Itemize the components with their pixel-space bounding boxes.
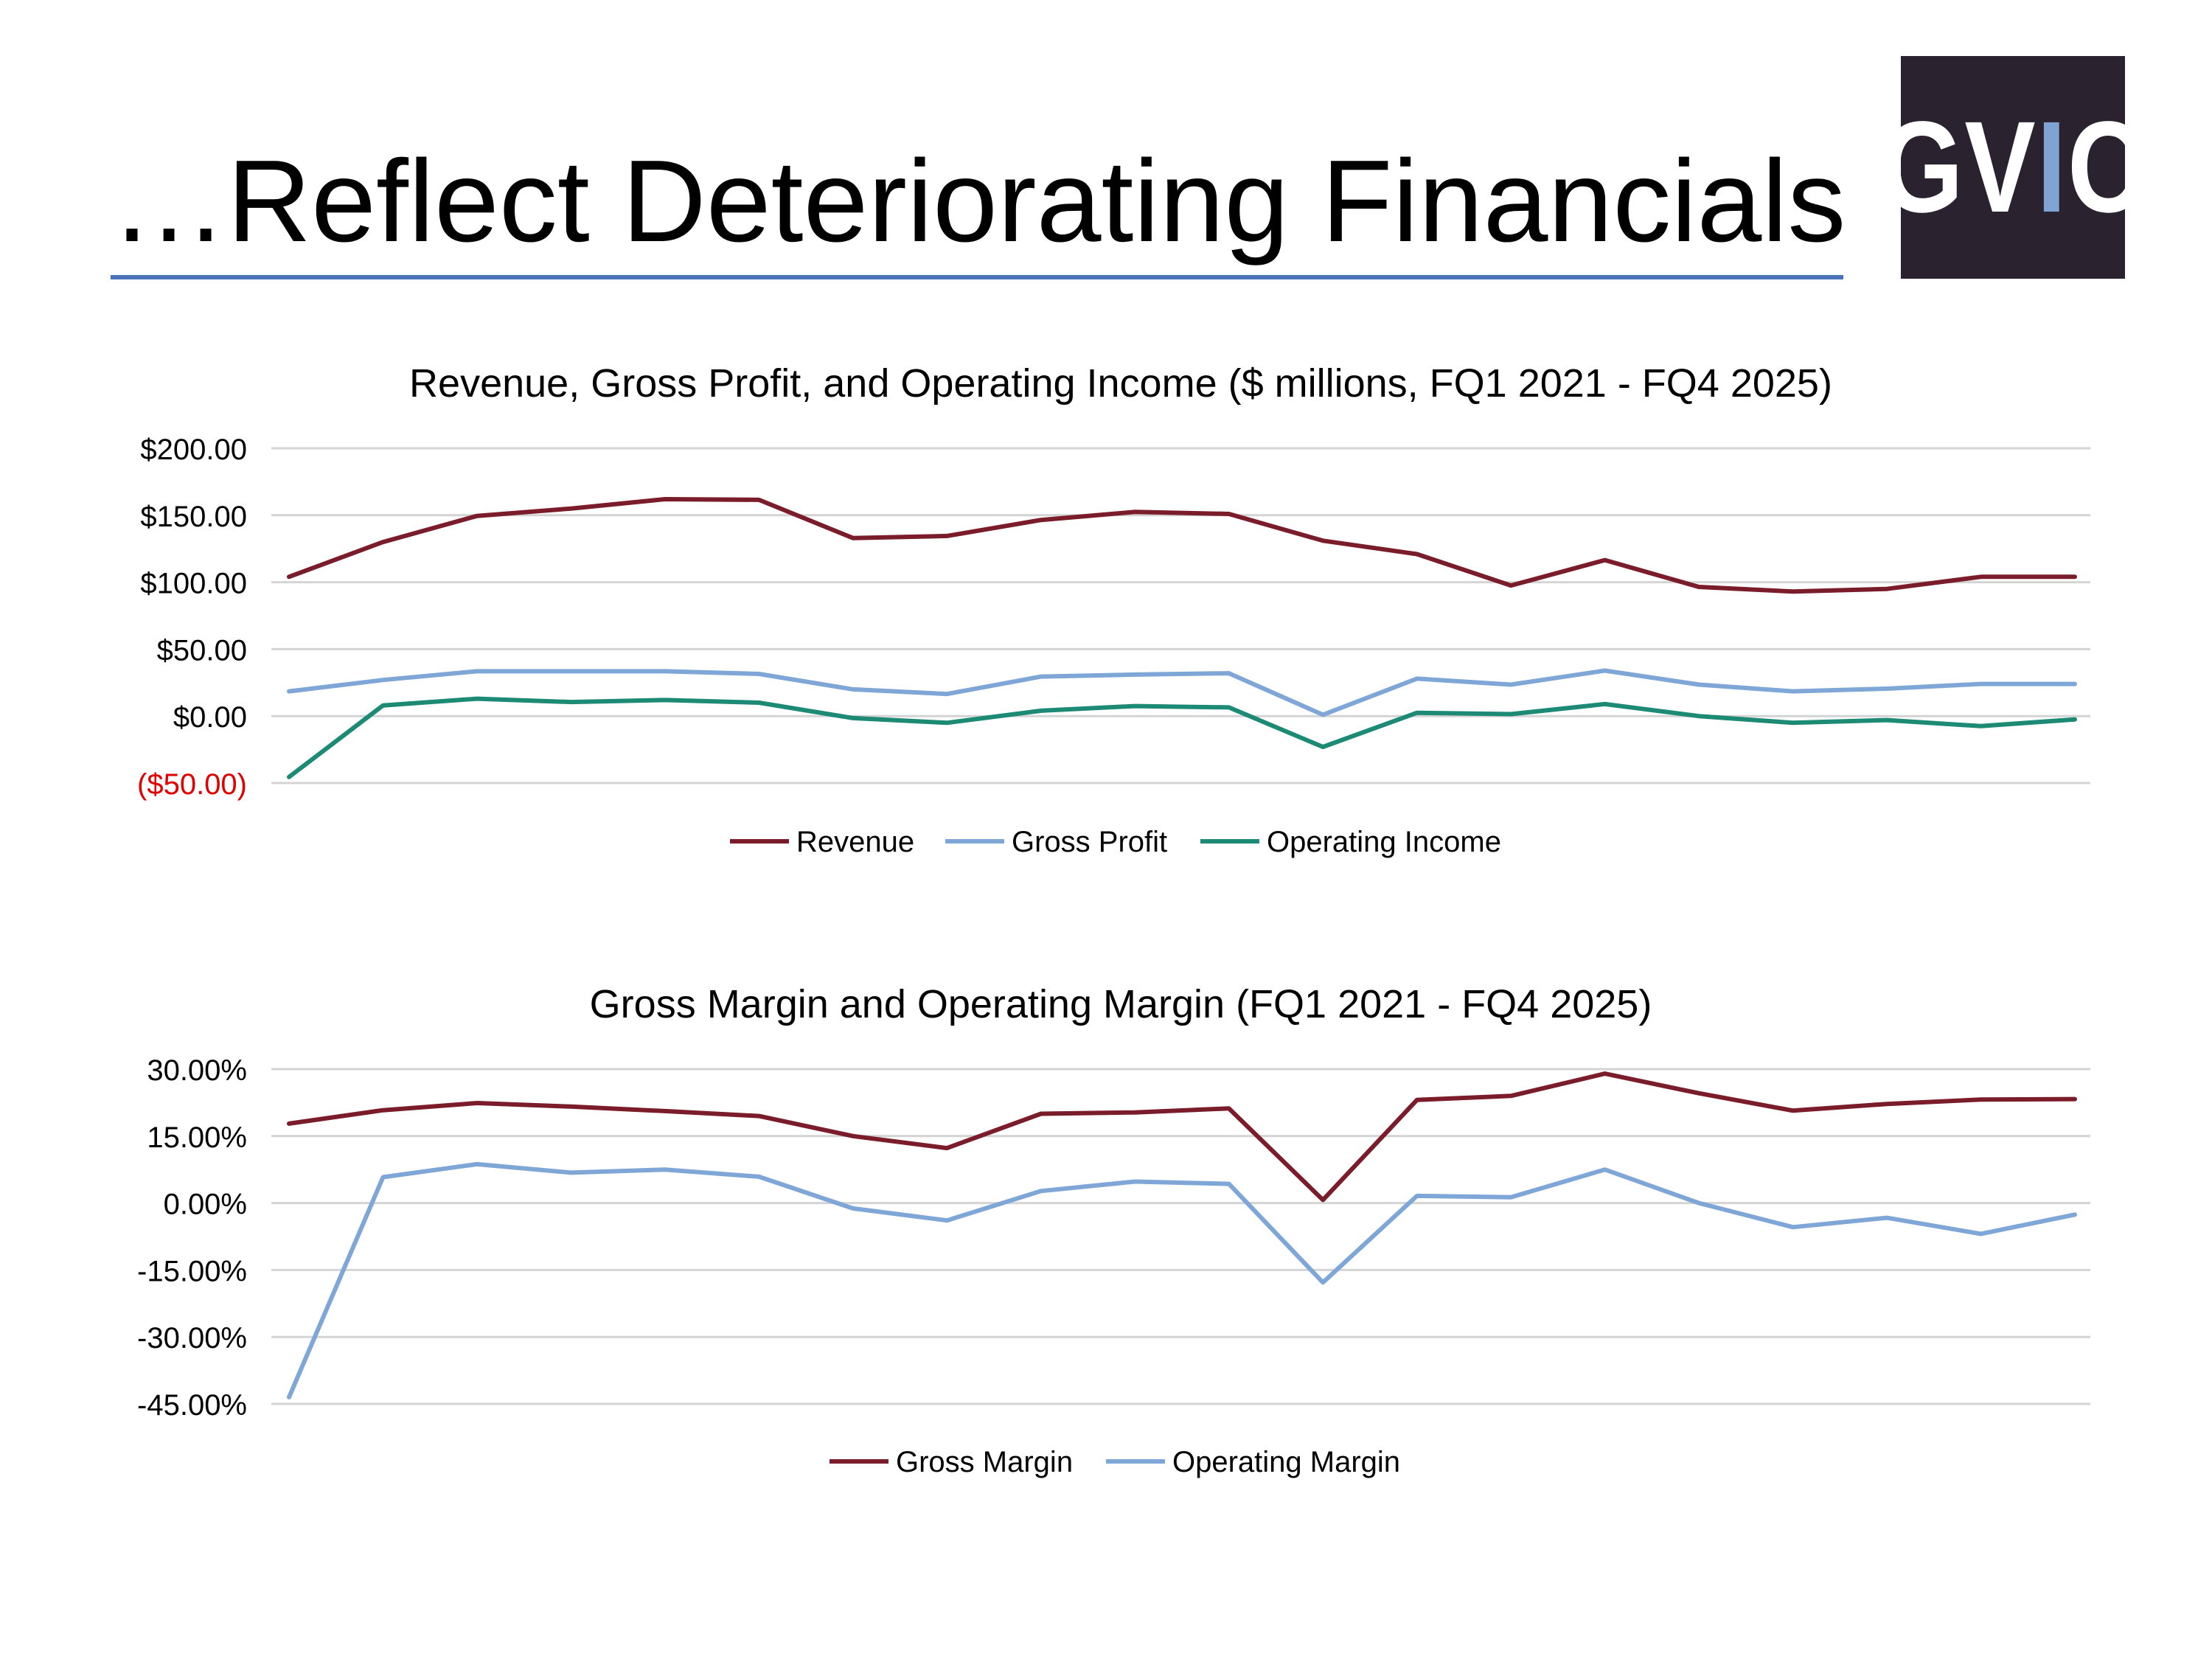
margin-chart: Gross Margin and Operating Margin (FQ1 2… — [0, 959, 2212, 1497]
legend-label: Gross Margin — [896, 1446, 1073, 1478]
y-tick-label: -45.00% — [137, 1389, 247, 1422]
legend-label: Operating Margin — [1172, 1446, 1400, 1478]
slide-title: …Reflect Deteriorating Financials — [111, 136, 1846, 266]
y-tick-label: 30.00% — [147, 1054, 247, 1087]
y-tick-label: $200.00 — [140, 434, 247, 466]
legend-label: Operating Income — [1267, 826, 1501, 858]
legend-label: Revenue — [796, 826, 914, 858]
y-tick-label: $50.00 — [157, 634, 247, 667]
revenue-profit-income-chart: Revenue, Gross Profit, and Operating Inc… — [0, 347, 2212, 877]
series-line-gross-margin — [287, 1071, 2077, 1203]
y-tick-label: 0.00% — [164, 1189, 247, 1221]
y-tick-label: -15.00% — [137, 1255, 247, 1287]
y-tick-label: $0.00 — [173, 701, 247, 734]
series-line-operating-income — [287, 696, 2077, 779]
y-tick-label: $100.00 — [140, 568, 247, 600]
y-tick-label: ($50.00) — [137, 768, 247, 801]
series-line-operating-margin — [287, 1161, 2077, 1399]
margin-svg: Gross Margin and Operating Margin (FQ1 2… — [137, 982, 2090, 1478]
legend-label: Gross Profit — [1012, 826, 1167, 858]
title-divider — [111, 275, 1843, 279]
y-tick-label: -30.00% — [137, 1322, 247, 1354]
y-tick-label: 15.00% — [147, 1121, 247, 1154]
gvic-logo: GVIC — [1880, 56, 2144, 279]
chart-title: Gross Margin and Operating Margin (FQ1 2… — [590, 982, 1652, 1026]
logo-text: GVIC — [1880, 95, 2146, 240]
series-line-revenue — [287, 497, 2077, 594]
chart-title: Revenue, Gross Profit, and Operating Inc… — [409, 361, 1832, 406]
series-line-gross-profit — [287, 668, 2077, 717]
y-tick-label: $150.00 — [140, 501, 247, 533]
revenue-profit-income-svg: Revenue, Gross Profit, and Operating Inc… — [137, 361, 2090, 858]
